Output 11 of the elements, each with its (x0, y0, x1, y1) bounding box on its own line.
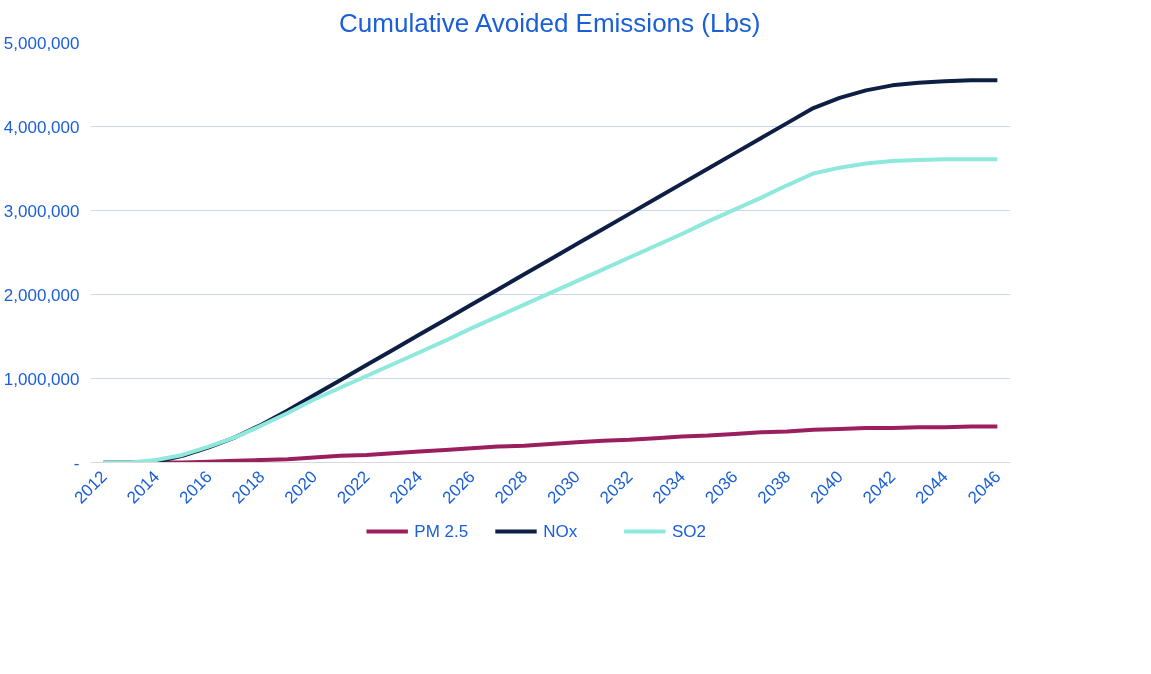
y-tick-label: - (73, 453, 80, 473)
legend-label: NOx (543, 522, 578, 541)
y-tick-label: 5,000,000 (3, 33, 80, 53)
legend-label: PM 2.5 (414, 522, 469, 541)
legend-label: SO2 (671, 522, 706, 541)
line-series (101, 157, 1000, 463)
y-tick-label: 2,000,000 (3, 285, 80, 305)
y-tick-label: 4,000,000 (3, 117, 80, 137)
chart-title: Cumulative Avoided Emissions (Lbs) (339, 7, 761, 38)
y-tick-label: 1,000,000 (3, 369, 80, 389)
y-tick-label: 3,000,000 (3, 201, 80, 221)
